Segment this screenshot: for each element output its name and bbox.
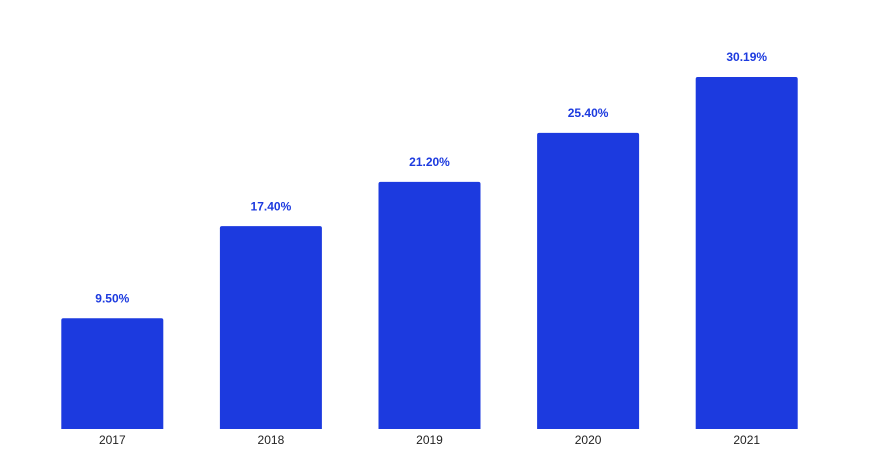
x-tick-label: 2021 xyxy=(733,433,760,447)
x-tick-label: 2017 xyxy=(99,433,126,447)
bar xyxy=(537,132,640,430)
x-tick-label: 2020 xyxy=(575,433,602,447)
value-label: 25.40% xyxy=(568,106,609,120)
bar xyxy=(378,181,481,429)
bar xyxy=(61,318,164,429)
value-label: 21.20% xyxy=(409,155,450,169)
value-label: 9.50% xyxy=(95,291,129,305)
value-label: 17.40% xyxy=(251,199,292,213)
x-tick-label: 2019 xyxy=(416,433,443,447)
x-tick-label: 2018 xyxy=(258,433,285,447)
bar xyxy=(219,226,322,429)
value-label: 30.19% xyxy=(726,50,767,64)
bar xyxy=(695,77,798,429)
